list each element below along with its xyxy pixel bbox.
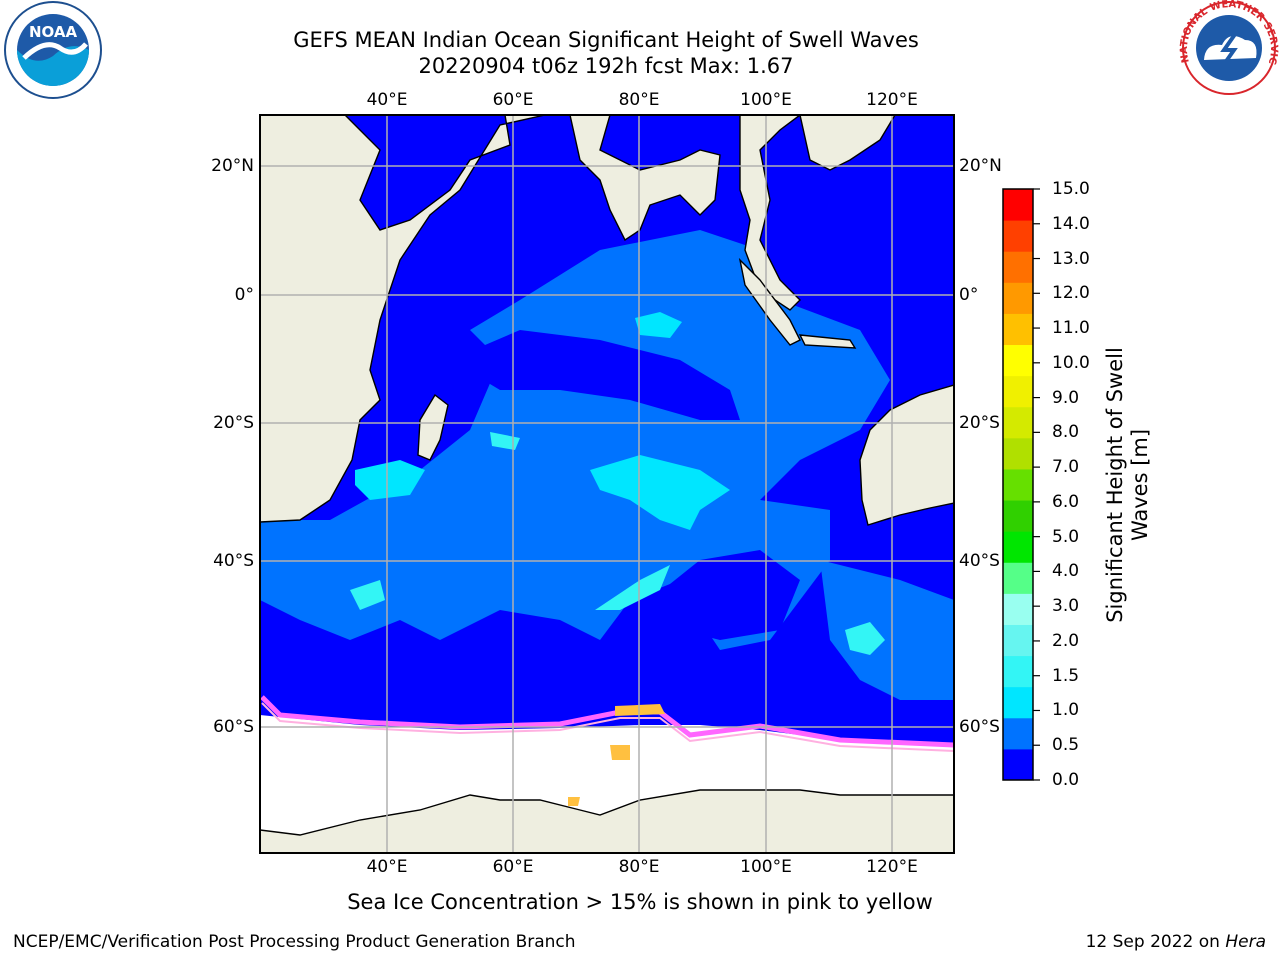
lon-tick-top-100e: 100°E xyxy=(740,90,792,110)
colorbar-swatch xyxy=(1003,375,1033,408)
colorbar-frame xyxy=(1002,188,1034,781)
colorbar xyxy=(1003,188,1040,781)
colorbar-swatch xyxy=(1003,313,1033,346)
lat-tick-left-60s: 60°S xyxy=(213,717,254,737)
colorbar-tick-label: 5.0 xyxy=(1052,526,1080,547)
colorbar-tick-label: 4.0 xyxy=(1052,561,1080,582)
lat-tick-left-0: 0° xyxy=(234,285,254,305)
title-line2: 20220904 t06z 192h fcst Max: 1.67 xyxy=(418,54,794,78)
colorbar-swatch xyxy=(1003,562,1033,594)
colorbar-tick-label: 15.0 xyxy=(1052,179,1090,199)
colorbar-swatch xyxy=(1003,344,1033,377)
colorbar-tick-label: 2.0 xyxy=(1052,630,1080,651)
colorbar-tick-label: 3.0 xyxy=(1052,596,1080,617)
colorbar-tick-label: 6.0 xyxy=(1052,491,1080,512)
colorbar-tick-label: 9.0 xyxy=(1052,387,1080,408)
colorbar-tick-label: 7.0 xyxy=(1052,457,1080,478)
colorbar-title: Significant Height of Swell Waves [m] xyxy=(1103,347,1153,623)
colorbar-tick-label: 13.0 xyxy=(1052,248,1090,269)
colorbar-swatch xyxy=(1003,717,1033,750)
footer-date: 12 Sep 2022 on Hera xyxy=(1086,932,1266,952)
lat-tick-left-40s: 40°S xyxy=(213,551,254,571)
colorbar-swatch xyxy=(1003,406,1033,439)
colorbar-swatch xyxy=(1003,531,1033,563)
graticule xyxy=(260,115,954,853)
colorbar-tick-label: 10.0 xyxy=(1052,352,1090,373)
lat-tick-right-40s: 40°S xyxy=(959,551,1000,571)
colorbar-swatch xyxy=(1003,282,1033,314)
colorbar-tick-label: 8.0 xyxy=(1052,422,1080,443)
lat-tick-left-20s: 20°S xyxy=(213,413,254,433)
lon-tick-bottom-100e: 100°E xyxy=(740,857,792,877)
colorbar-swatch xyxy=(1003,500,1033,532)
sea-ice-caption: Sea Ice Concentration > 15% is shown in … xyxy=(347,890,933,914)
footer-producer: NCEP/EMC/Verification Post Processing Pr… xyxy=(13,932,576,952)
colorbar-swatch xyxy=(1003,189,1033,221)
colorbar-swatch xyxy=(1003,686,1033,719)
lat-tick-left-20n: 20°N xyxy=(211,156,254,176)
colorbar-swatch xyxy=(1003,624,1033,657)
colorbar-swatch xyxy=(1003,468,1033,501)
lat-tick-right-20s: 20°S xyxy=(959,413,1000,433)
colorbar-tick-label: 1.0 xyxy=(1052,700,1080,721)
lon-tick-bottom-60e: 60°E xyxy=(492,857,534,877)
lon-tick-bottom-80e: 80°E xyxy=(618,857,660,877)
colorbar-tick-label: 12.0 xyxy=(1052,283,1090,304)
colorbar-swatch xyxy=(1003,655,1033,688)
colorbar-title-line1: Significant Height of Swell xyxy=(1103,347,1127,623)
colorbar-title-line2: Waves [m] xyxy=(1128,428,1152,542)
lat-tick-right-20n: 20°N xyxy=(959,156,1002,176)
colorbar-swatch xyxy=(1003,251,1033,283)
lat-tick-right-60s: 60°S xyxy=(959,717,1000,737)
map-area xyxy=(260,115,954,853)
lon-tick-bottom-40e: 40°E xyxy=(366,857,408,877)
noaa-wordmark: NOAA xyxy=(29,23,78,41)
noaa-logo: NOAA xyxy=(4,1,102,99)
colorbar-tick-label: 0.5 xyxy=(1052,735,1080,756)
lon-tick-top-80e: 80°E xyxy=(618,90,660,110)
colorbar-swatch xyxy=(1003,220,1033,252)
colorbar-tick-label: 1.5 xyxy=(1052,665,1080,686)
swell-band-1.0-1.5 xyxy=(590,455,730,530)
lon-tick-top-60e: 60°E xyxy=(492,90,534,110)
colorbar-swatch xyxy=(1003,748,1033,781)
lat-tick-right-0: 0° xyxy=(959,285,979,305)
map-frame xyxy=(259,114,955,854)
colorbar-tick-label: 14.0 xyxy=(1052,213,1090,234)
swell-band-0.5-1.0 xyxy=(260,230,890,650)
colorbar-swatch xyxy=(1003,593,1033,625)
title-line1: GEFS MEAN Indian Ocean Significant Heigh… xyxy=(293,28,919,52)
landmass xyxy=(260,115,954,853)
lon-tick-top-40e: 40°E xyxy=(366,90,408,110)
footer-host: Hera xyxy=(1225,932,1266,952)
colorbar-tick-label: 11.0 xyxy=(1052,318,1090,339)
lon-tick-bottom-120e: 120°E xyxy=(866,857,918,877)
colorbar-swatch xyxy=(1003,437,1033,470)
lon-tick-top-120e: 120°E xyxy=(866,90,918,110)
footer-date-text: 12 Sep 2022 on xyxy=(1085,932,1226,952)
colorbar-tick-label: 0.0 xyxy=(1052,770,1080,790)
